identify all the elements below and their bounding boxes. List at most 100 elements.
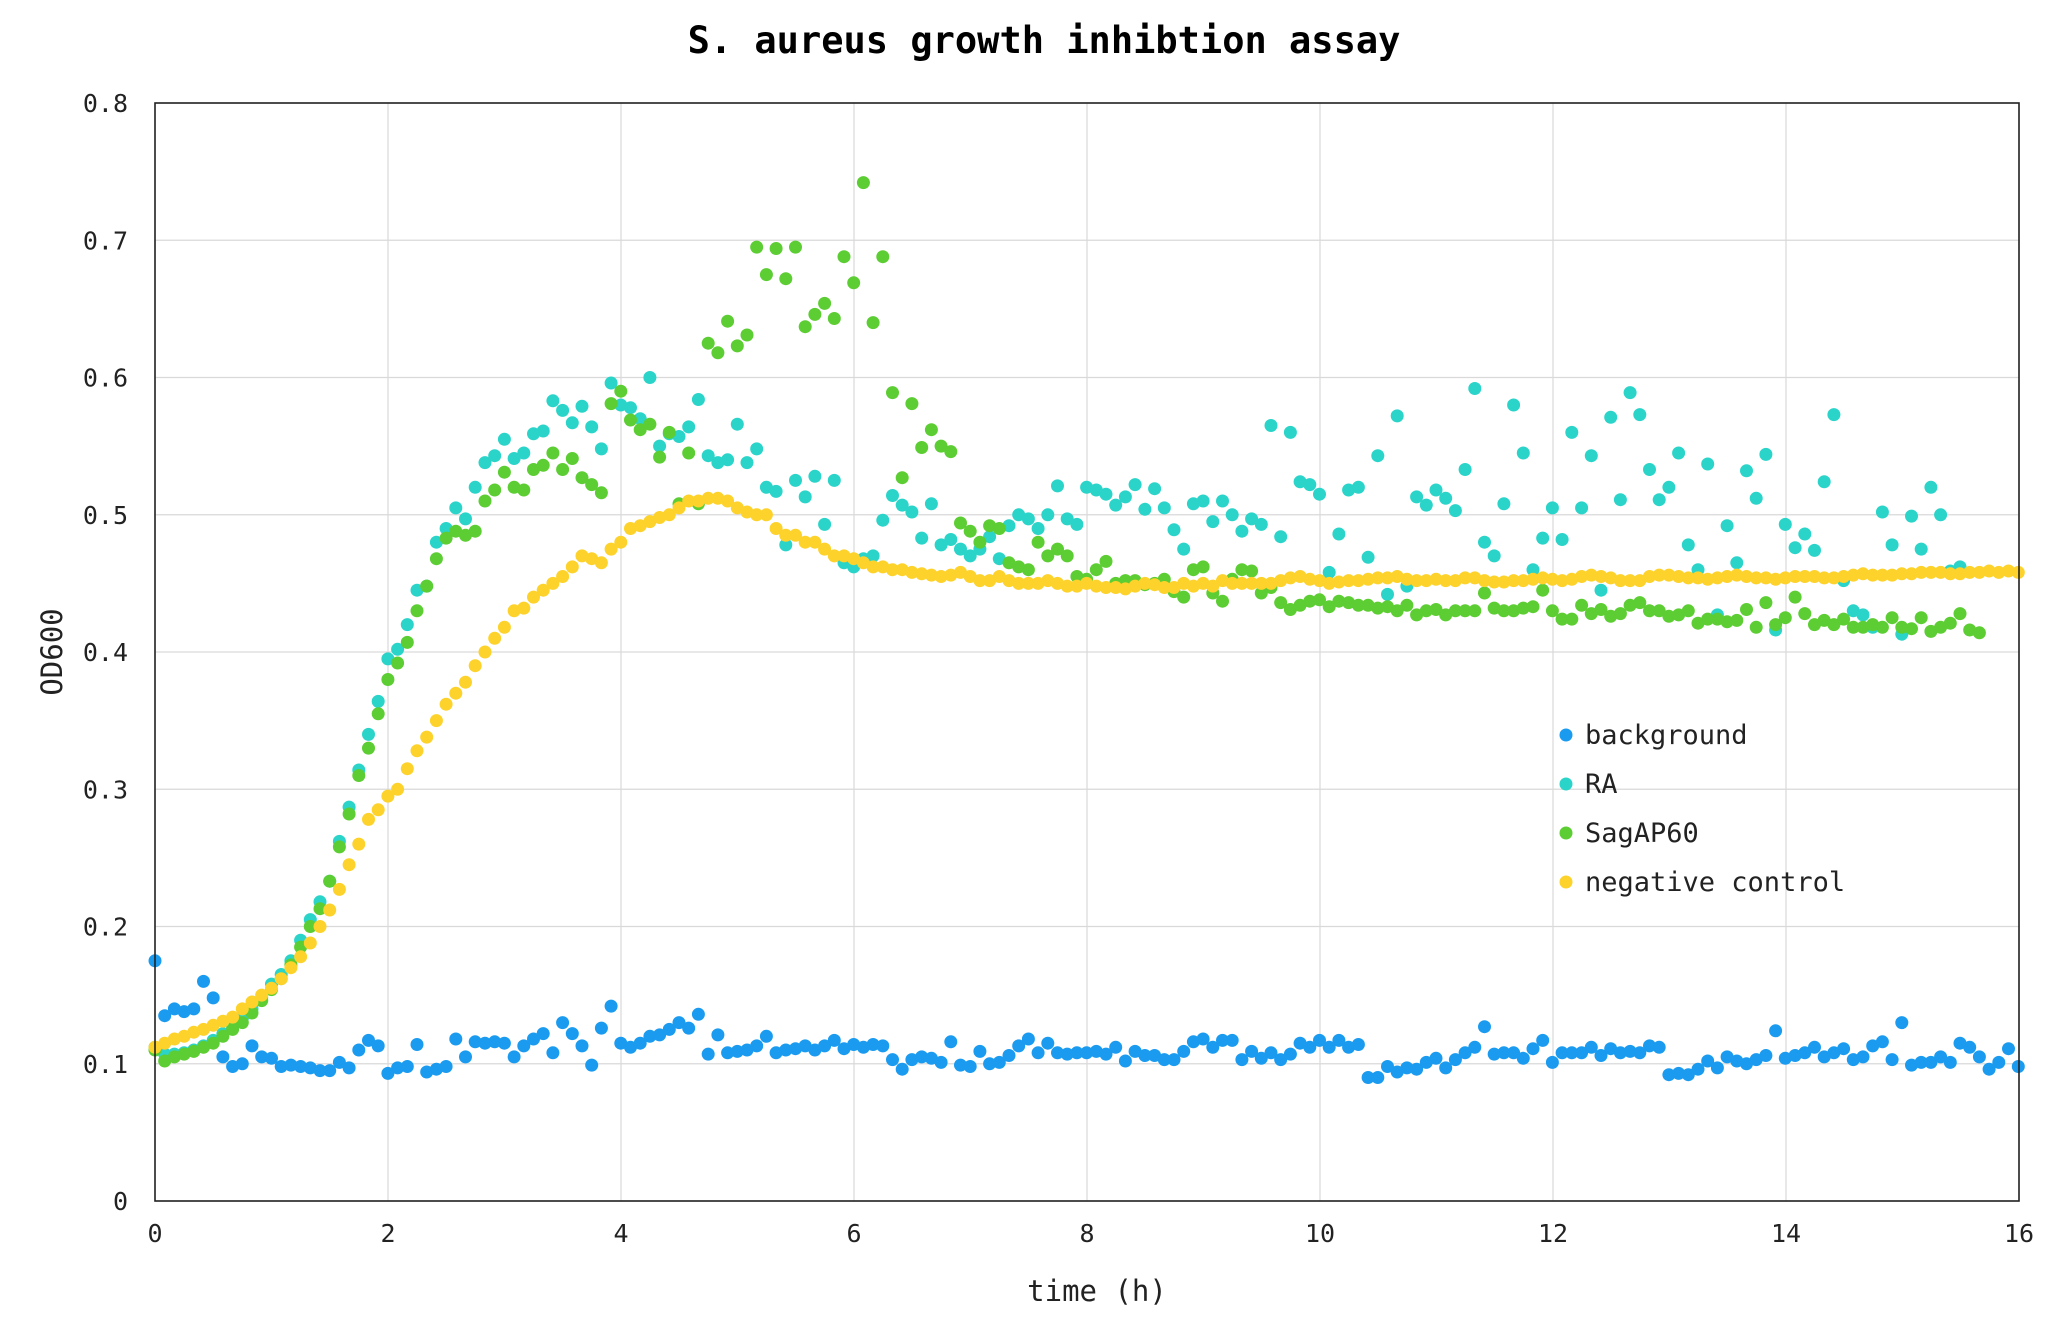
data-point	[546, 1046, 560, 1060]
data-point	[575, 1039, 589, 1053]
data-point	[400, 1060, 414, 1073]
data-point	[1914, 542, 1928, 556]
data-point	[1536, 531, 1550, 545]
data-point	[711, 346, 725, 360]
data-point	[197, 974, 210, 988]
data-point	[691, 1007, 705, 1021]
data-point	[1934, 508, 1948, 522]
data-point	[847, 552, 861, 566]
data-point	[701, 1047, 715, 1061]
data-point	[1342, 1040, 1356, 1054]
data-point	[1332, 527, 1346, 541]
data-point	[1516, 1051, 1530, 1065]
data-point	[1128, 478, 1142, 492]
data-point	[1448, 604, 1462, 618]
data-point	[1555, 1046, 1569, 1060]
data-point	[158, 1009, 172, 1023]
data-point	[905, 1053, 919, 1067]
data-point	[575, 399, 589, 413]
data-point	[226, 1010, 240, 1024]
data-point	[1245, 576, 1259, 590]
data-point	[1390, 409, 1404, 423]
data-point	[1652, 1040, 1666, 1054]
data-point	[798, 1039, 812, 1053]
data-point	[1613, 607, 1627, 621]
data-point	[303, 936, 317, 950]
data-point	[1662, 480, 1676, 494]
data-point	[1206, 515, 1220, 529]
data-point	[1254, 586, 1268, 600]
data-point	[497, 1036, 511, 1050]
data-point	[701, 336, 715, 350]
data-point	[1157, 501, 1171, 515]
data-point	[1507, 398, 1521, 412]
data-point	[1827, 408, 1841, 422]
data-point	[1545, 572, 1559, 586]
data-point	[944, 533, 958, 546]
data-point	[1798, 527, 1812, 541]
data-point	[1565, 572, 1579, 586]
data-point	[1410, 574, 1424, 588]
data-point	[1216, 494, 1229, 508]
data-point	[1264, 1046, 1278, 1060]
data-point	[216, 1014, 230, 1028]
data-point	[827, 312, 841, 325]
data-point	[497, 432, 511, 446]
data-point	[653, 439, 667, 453]
legend: background RA SagAP60 negative control	[1559, 720, 1845, 898]
data-point	[449, 1032, 463, 1046]
data-point	[1497, 1046, 1511, 1060]
data-point	[439, 697, 453, 711]
data-point	[1313, 487, 1326, 501]
x-tick-labels: 0 2 4 6 8 10 12 14 16	[147, 1219, 2034, 1248]
data-point	[1051, 479, 1064, 493]
data-point	[206, 1018, 220, 1032]
data-point	[1332, 594, 1346, 608]
data-point	[769, 242, 783, 255]
data-point	[1487, 549, 1501, 563]
data-point	[1283, 425, 1297, 439]
data-point	[1905, 509, 1918, 523]
data-point	[536, 458, 550, 472]
data-point	[1545, 1055, 1559, 1069]
data-point	[1691, 571, 1705, 585]
data-point	[1099, 554, 1113, 568]
data-point	[1808, 1040, 1821, 1054]
data-point	[1633, 1046, 1647, 1060]
data-point	[1972, 565, 1986, 579]
data-point	[1613, 1046, 1627, 1060]
data-point	[1643, 570, 1656, 583]
data-point	[798, 535, 812, 549]
data-point	[410, 744, 424, 758]
data-point	[371, 694, 385, 708]
data-point	[449, 524, 463, 538]
data-point	[1448, 1053, 1462, 1067]
data-point	[604, 999, 618, 1013]
data-point	[1235, 576, 1249, 590]
data-point	[1099, 487, 1113, 501]
data-point	[1681, 604, 1695, 618]
data-point	[342, 807, 356, 821]
data-point	[1778, 571, 1792, 585]
data-point	[886, 386, 899, 400]
data-point	[235, 1016, 249, 1030]
data-point	[294, 950, 308, 964]
data-point	[468, 480, 482, 494]
data-point	[924, 568, 938, 582]
data-points	[148, 176, 2025, 1084]
data-point	[643, 515, 657, 529]
data-point	[439, 531, 453, 545]
data-point	[1584, 568, 1598, 582]
data-point	[1875, 1035, 1889, 1049]
data-point	[915, 1050, 929, 1064]
data-point	[1089, 483, 1103, 497]
data-point	[1652, 568, 1666, 582]
data-point	[818, 1039, 832, 1053]
data-point	[1439, 491, 1453, 505]
data-point	[303, 920, 317, 933]
data-point	[837, 1042, 851, 1056]
data-point	[1885, 538, 1899, 552]
data-point	[1837, 570, 1851, 583]
data-point	[954, 542, 967, 556]
data-point	[488, 483, 502, 497]
